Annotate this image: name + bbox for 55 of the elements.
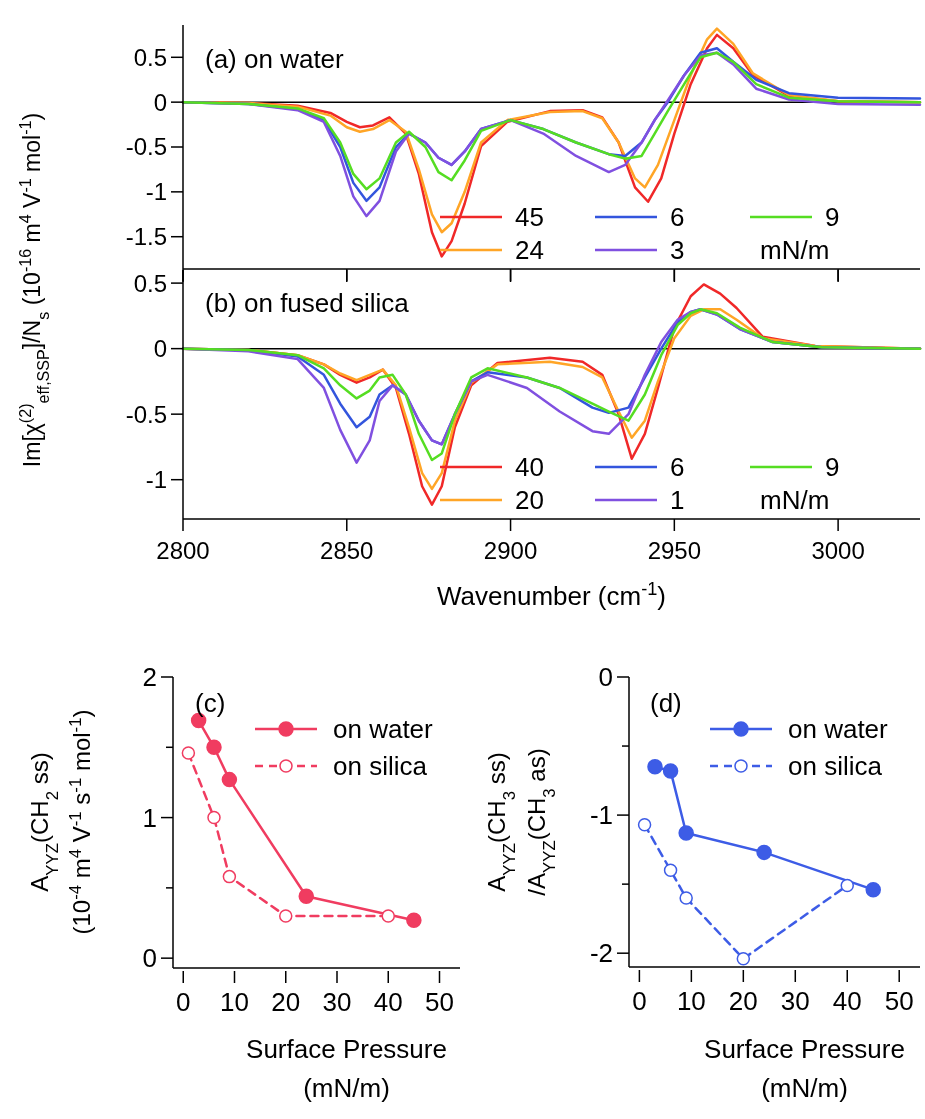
y-tick-label: -2 — [589, 938, 613, 969]
x-tick-label: 40 — [832, 986, 862, 1016]
x-tick-label: 2800 — [156, 537, 210, 564]
x-tick-label: 40 — [373, 987, 403, 1017]
y-tick-label: 0 — [142, 943, 157, 974]
y-tick-label: 2 — [142, 662, 157, 693]
x-tick-label: 0 — [632, 986, 647, 1016]
y-tick-label: 0.5 — [133, 269, 167, 297]
y-tick-label: 0 — [153, 335, 167, 363]
y-tick-label: -1 — [589, 800, 613, 831]
y-tick-label: 1 — [142, 802, 157, 833]
annotation: (b) on fused silica — [205, 288, 410, 318]
legend-label: 6 — [670, 452, 685, 483]
legend-label: 24 — [515, 235, 544, 266]
legend-label: on water — [788, 714, 889, 745]
legend-label: 45 — [515, 202, 544, 233]
y-tick-label: -0.5 — [125, 400, 167, 428]
legend-label: 9 — [825, 202, 840, 233]
x-tick-label: 10 — [220, 987, 249, 1017]
x-tick-label: 20 — [271, 987, 301, 1017]
legend-label: 40 — [515, 452, 544, 483]
legend-title: mN/m — [760, 235, 830, 266]
x-tick-label: 30 — [780, 986, 810, 1016]
y-tick-label: -0.5 — [125, 133, 167, 161]
x-tick-label: 30 — [322, 987, 352, 1017]
legend-label: 3 — [670, 235, 685, 266]
x-tick-label: 0 — [176, 987, 191, 1017]
legend-label: on silica — [788, 751, 883, 782]
legend-label: 6 — [670, 202, 685, 233]
annotation: (a) on water — [205, 44, 345, 74]
legend-label: 1 — [670, 485, 685, 516]
x-tick-label: 20 — [728, 986, 758, 1016]
x-axis-title: Wavenumber (cm$^{-1}$) — [436, 579, 667, 611]
x-axis-title: Surface Pressure (mN/m) — [246, 1034, 447, 1103]
legend-label: 20 — [515, 485, 544, 516]
x-tick-label: 50 — [884, 986, 914, 1016]
x-tick-label: 2950 — [647, 537, 702, 564]
y-tick-label: -1 — [145, 466, 167, 494]
y-tick-label: 0.5 — [133, 43, 167, 71]
x-tick-label: 50 — [425, 987, 454, 1017]
annotation: (c) — [195, 688, 226, 718]
legend-label: on silica — [333, 751, 428, 782]
legend-title: mN/m — [760, 485, 830, 516]
legend-label: on water — [333, 714, 434, 745]
annotation: (d) — [650, 688, 682, 718]
x-tick-label: 10 — [676, 986, 706, 1016]
x-tick-label: 2850 — [320, 537, 374, 564]
legend-label: 9 — [825, 452, 840, 483]
x-tick-label: 2900 — [483, 537, 538, 564]
y-tick-label: 0 — [598, 662, 613, 693]
y-tick-label: -1 — [145, 178, 167, 206]
x-tick-label: 3000 — [811, 537, 865, 564]
y-tick-label: -1.5 — [125, 223, 167, 251]
y-tick-label: 0 — [153, 88, 167, 116]
x-axis-title: Surface Pressure (mN/m) — [704, 1034, 905, 1103]
